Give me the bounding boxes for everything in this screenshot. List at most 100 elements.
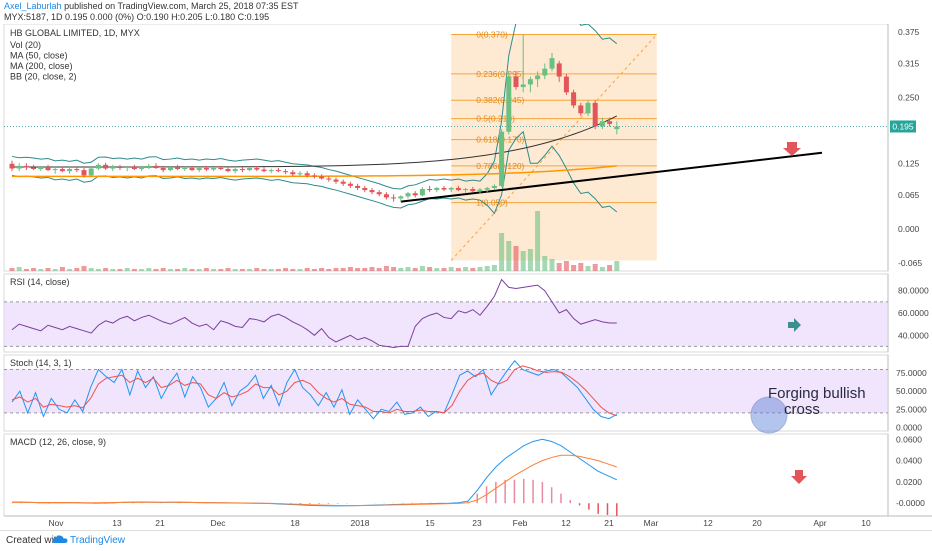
candle-body [124, 166, 130, 168]
volume-bar [398, 268, 404, 271]
candle-body [614, 126, 620, 130]
volume-bar [535, 211, 541, 271]
candle-body [592, 102, 598, 127]
volume-bar [347, 267, 353, 271]
fib-level-label: 1(0.050) [476, 198, 508, 208]
volume-bar [599, 267, 605, 271]
candle-body [549, 58, 555, 69]
price-tick-label: 0.315 [898, 58, 920, 68]
author-link[interactable]: Axel_Laburlah [4, 1, 62, 11]
candle-body [513, 76, 519, 88]
time-tick-label: 18 [290, 518, 300, 528]
candle-body [232, 169, 238, 172]
volume-bar [477, 267, 483, 271]
candle-body [383, 194, 389, 198]
candle-body [369, 190, 375, 193]
candle-body [203, 167, 209, 170]
ohlc-line: MYX:5187, 1D 0.195 0.000 (0%) O:0.190 H:… [4, 12, 270, 22]
volume-bar [196, 269, 202, 271]
volume-bar [67, 269, 73, 271]
rsi-title: RSI (14, close) [10, 277, 70, 287]
macd-tick-label: 0.0200 [896, 477, 922, 487]
candle-body [9, 163, 15, 169]
candle-body [527, 79, 533, 85]
last-price-label: 0.195 [892, 121, 914, 131]
candle-body [31, 167, 37, 170]
candle-body [398, 196, 404, 199]
tradingview-cloud-icon [52, 535, 68, 543]
rsi-right-arrow-icon [788, 318, 801, 332]
candle-body [607, 121, 613, 124]
volume-bar [268, 269, 274, 271]
candle-body [491, 185, 497, 188]
candle-body [211, 167, 217, 170]
candle-body [283, 171, 289, 173]
candle-body [412, 193, 418, 196]
rsi-tick-label: 60.0000 [898, 308, 929, 318]
volume-bar [434, 268, 440, 271]
candle-body [506, 76, 512, 132]
volume-bar [441, 268, 447, 271]
candle-body [225, 169, 231, 172]
volume-bar [383, 266, 389, 271]
volume-bar [448, 267, 454, 271]
candle-body [376, 192, 382, 195]
time-tick-label: Mar [644, 518, 659, 528]
volume-bar [491, 265, 497, 271]
volume-bar [355, 268, 361, 271]
volume-bar [513, 246, 519, 271]
volume-bar [247, 269, 253, 271]
volume-bar [369, 267, 375, 271]
candle-body [333, 179, 339, 182]
rsi-tick-label: 40.0000 [898, 330, 929, 340]
volume-bar [189, 269, 195, 271]
volume-bar [463, 267, 469, 271]
candle-body [290, 172, 296, 175]
price-tick-label: 0.125 [898, 158, 920, 168]
volume-bar [484, 266, 490, 271]
volume-bar [16, 267, 22, 271]
volume-bar [362, 268, 368, 271]
annotation-line2: cross [784, 401, 820, 418]
bullish-cross-circle [750, 396, 788, 434]
candle-body [326, 178, 332, 180]
price-tick-label: 0.000 [898, 224, 920, 234]
volume-bar [203, 268, 209, 271]
volume-bar [211, 269, 217, 271]
volume-bar [585, 266, 591, 271]
candle-body [254, 167, 260, 170]
candle-body [484, 187, 490, 190]
time-tick-label: 21 [155, 518, 165, 528]
candle-body [427, 189, 433, 191]
price-indicator-legend: BB (20, close, 2) [10, 72, 77, 82]
tradingview-brand[interactable]: TradingView [70, 535, 126, 546]
volume-bar [563, 261, 569, 271]
candle-body [585, 102, 591, 114]
candle-body [448, 187, 454, 190]
candle-body [463, 189, 469, 191]
volume-bar [419, 266, 425, 271]
candle-body [23, 165, 29, 168]
candle-body [405, 193, 411, 197]
candle-body [182, 167, 188, 170]
candle-body [304, 173, 310, 176]
candle-body [103, 164, 109, 169]
candle-body [391, 197, 397, 199]
publish-info: published on TradingView.com, March 25, … [64, 1, 299, 11]
macd-tick-label: -0.0000 [896, 498, 925, 508]
volume-bar [340, 268, 346, 271]
volume-bar [146, 268, 152, 271]
candle-body [477, 189, 483, 192]
candle-body [167, 166, 173, 171]
stoch-tick-label: 50.0000 [896, 386, 927, 396]
candle-body [196, 167, 202, 171]
chart-header: Axel_Laburlah published on TradingView.c… [0, 0, 932, 24]
volume-bar [412, 268, 418, 271]
volume-bar [139, 269, 145, 271]
price-panel-frame [3, 24, 889, 272]
stoch-band [4, 369, 888, 413]
candle-body [153, 165, 159, 168]
candle-body [441, 187, 447, 190]
chart-canvas: 0(0.370) 0.236(0.295) 0.382(0.245) 0.5(0.21… [3, 24, 932, 528]
footer: Created with TradingView [0, 530, 932, 551]
